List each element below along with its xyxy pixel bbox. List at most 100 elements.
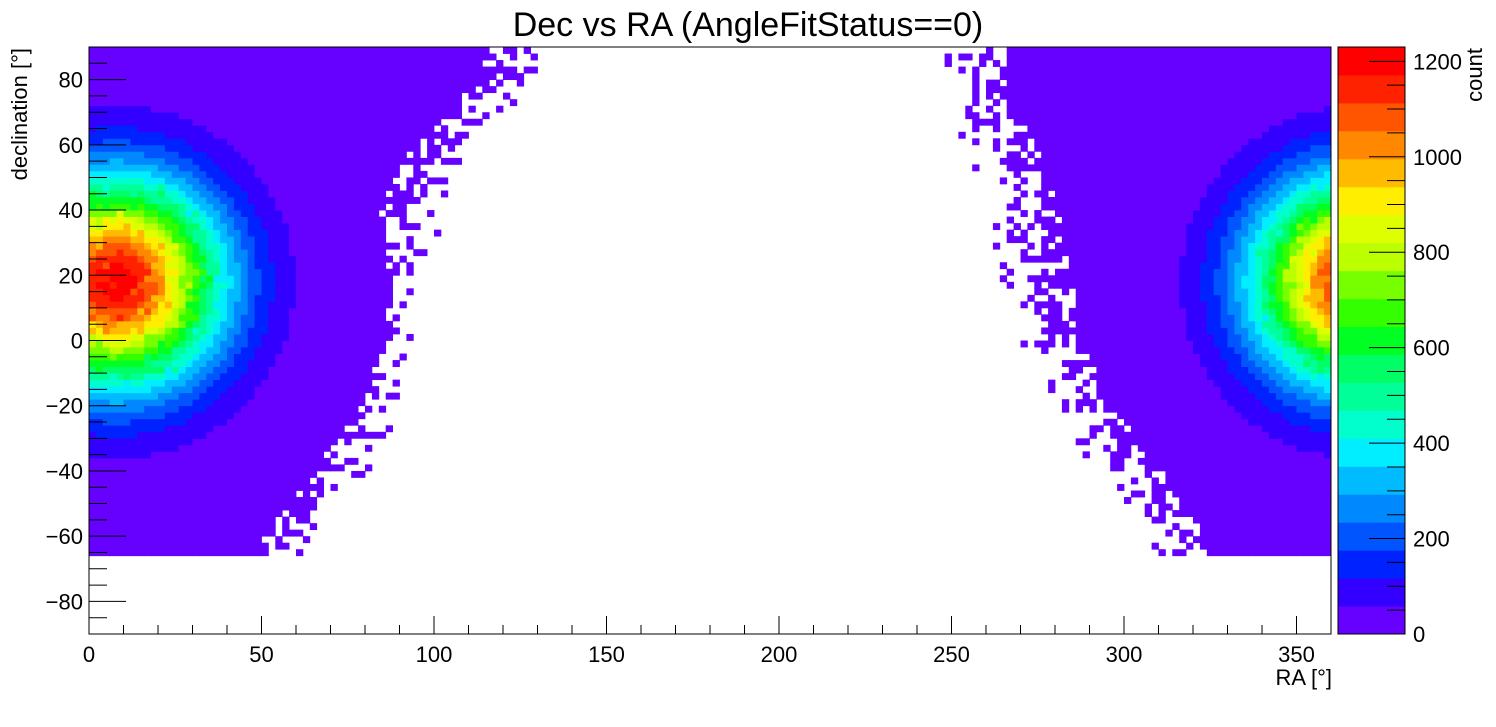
heatmap-cell	[227, 418, 235, 426]
heatmap-cell	[1144, 386, 1152, 394]
heatmap-cell	[371, 197, 380, 204]
heatmap-cell	[1193, 464, 1201, 472]
heatmap-cell	[323, 164, 331, 172]
heatmap-cell	[206, 190, 214, 198]
heatmap-cell	[1137, 229, 1146, 237]
heatmap-cell	[1262, 392, 1270, 400]
heatmap-cell	[144, 464, 152, 472]
heatmap-cell	[1082, 294, 1090, 302]
heatmap-cell	[213, 144, 221, 152]
heatmap-cell	[972, 138, 980, 146]
heatmap-cell	[227, 477, 235, 485]
heatmap-cell	[378, 431, 387, 439]
heatmap-cell	[275, 333, 283, 341]
heatmap-cell	[116, 210, 124, 217]
heatmap-cell	[1179, 438, 1187, 446]
heatmap-cell	[323, 418, 331, 426]
heatmap-cell	[1199, 483, 1208, 491]
heatmap-cell	[240, 262, 249, 270]
heatmap-cell	[1275, 490, 1284, 498]
heatmap-cell	[1151, 327, 1159, 335]
heatmap-cell	[1103, 353, 1111, 361]
heatmap-cell	[1186, 497, 1194, 504]
heatmap-cell	[1213, 510, 1221, 517]
heatmap-cell	[89, 301, 97, 309]
heatmap-cell	[1220, 510, 1228, 517]
heatmap-cell	[358, 412, 366, 420]
heatmap-cell	[220, 431, 228, 439]
heatmap-cell	[240, 183, 249, 191]
heatmap-cell	[164, 386, 173, 394]
heatmap-cell	[213, 236, 221, 244]
heatmap-cell	[192, 262, 200, 270]
heatmap-cell	[337, 301, 345, 309]
heatmap-cell	[1151, 516, 1159, 524]
heatmap-cell	[1310, 170, 1318, 178]
heatmap-cell	[185, 131, 193, 139]
heatmap-cell	[1172, 223, 1180, 231]
heatmap-cell	[330, 255, 338, 263]
heatmap-cell	[1317, 229, 1325, 237]
heatmap-cell	[1117, 412, 1125, 420]
heatmap-cell	[1110, 340, 1118, 348]
heatmap-cell	[1310, 301, 1318, 309]
heatmap-cell	[1324, 418, 1332, 426]
heatmap-cell	[1234, 444, 1242, 452]
heatmap-cell	[227, 405, 235, 413]
heatmap-cell	[1110, 314, 1118, 322]
heatmap-cell	[1124, 242, 1132, 250]
heatmap-cell	[351, 170, 359, 178]
heatmap-cell	[344, 431, 352, 439]
heatmap-cell	[309, 197, 318, 204]
heatmap-cell	[227, 549, 235, 557]
heatmap-cell	[1227, 210, 1235, 217]
heatmap-cell	[1213, 412, 1221, 420]
heatmap-cell	[1055, 249, 1063, 257]
heatmap-cell	[358, 144, 366, 152]
heatmap-cell	[1275, 464, 1284, 472]
heatmap-cell	[1213, 373, 1221, 381]
heatmap-cell	[89, 210, 97, 217]
heatmap-cell	[1061, 197, 1070, 204]
heatmap-cell	[158, 288, 166, 296]
heatmap-cell	[1268, 320, 1277, 328]
heatmap-cell	[399, 353, 407, 361]
heatmap-cell	[151, 425, 159, 433]
heatmap-cell	[1220, 216, 1228, 224]
heatmap-cell	[337, 288, 345, 296]
heatmap-cell	[282, 210, 290, 217]
heatmap-cell	[261, 320, 269, 328]
heatmap-cell	[1103, 164, 1111, 172]
heatmap-cell	[144, 177, 152, 185]
heatmap-cell	[1324, 373, 1332, 381]
heatmap-cell	[1227, 373, 1235, 381]
heatmap-cell	[316, 379, 324, 387]
heatmap-cell	[1241, 144, 1249, 152]
heatmap-cell	[282, 275, 290, 283]
heatmap-cell	[213, 164, 221, 172]
heatmap-cell	[268, 464, 276, 472]
heatmap-cell	[1227, 301, 1235, 309]
heatmap-cell	[268, 340, 276, 348]
heatmap-cell	[282, 144, 290, 152]
heatmap-cell	[1241, 197, 1249, 204]
heatmap-cell	[1103, 157, 1111, 165]
heatmap-cell	[1275, 379, 1284, 387]
heatmap-cell	[1096, 275, 1104, 283]
heatmap-cell	[427, 177, 435, 185]
heatmap-cell	[1130, 307, 1139, 315]
heatmap-cell	[227, 314, 235, 322]
heatmap-cell	[1055, 268, 1063, 276]
heatmap-cell	[171, 477, 180, 485]
heatmap-cell	[289, 457, 297, 465]
heatmap-cell	[1275, 373, 1284, 381]
heatmap-cell	[1268, 157, 1277, 165]
heatmap-cell	[220, 477, 228, 485]
heatmap-cell	[1303, 294, 1311, 302]
heatmap-cell	[158, 333, 166, 341]
heatmap-cell	[1303, 340, 1311, 348]
heatmap-cell	[309, 242, 318, 250]
heatmap-cell	[89, 444, 97, 452]
heatmap-cell	[116, 490, 124, 498]
heatmap-cell	[158, 183, 166, 191]
